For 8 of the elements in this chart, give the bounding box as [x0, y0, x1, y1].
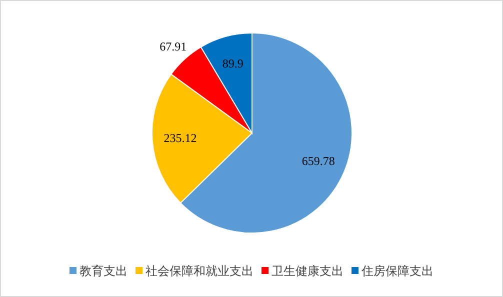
data-label: 235.12: [164, 131, 197, 146]
legend-label: 教育支出: [80, 264, 128, 278]
data-label: 89.9: [222, 56, 244, 71]
legend-label: 卫生健康支出: [272, 264, 344, 278]
data-label: 67.91: [160, 40, 187, 54]
legend-label: 社会保障和就业支出: [146, 264, 254, 278]
legend-label: 住房保障支出: [360, 264, 434, 278]
data-label: 659.78: [302, 154, 335, 168]
